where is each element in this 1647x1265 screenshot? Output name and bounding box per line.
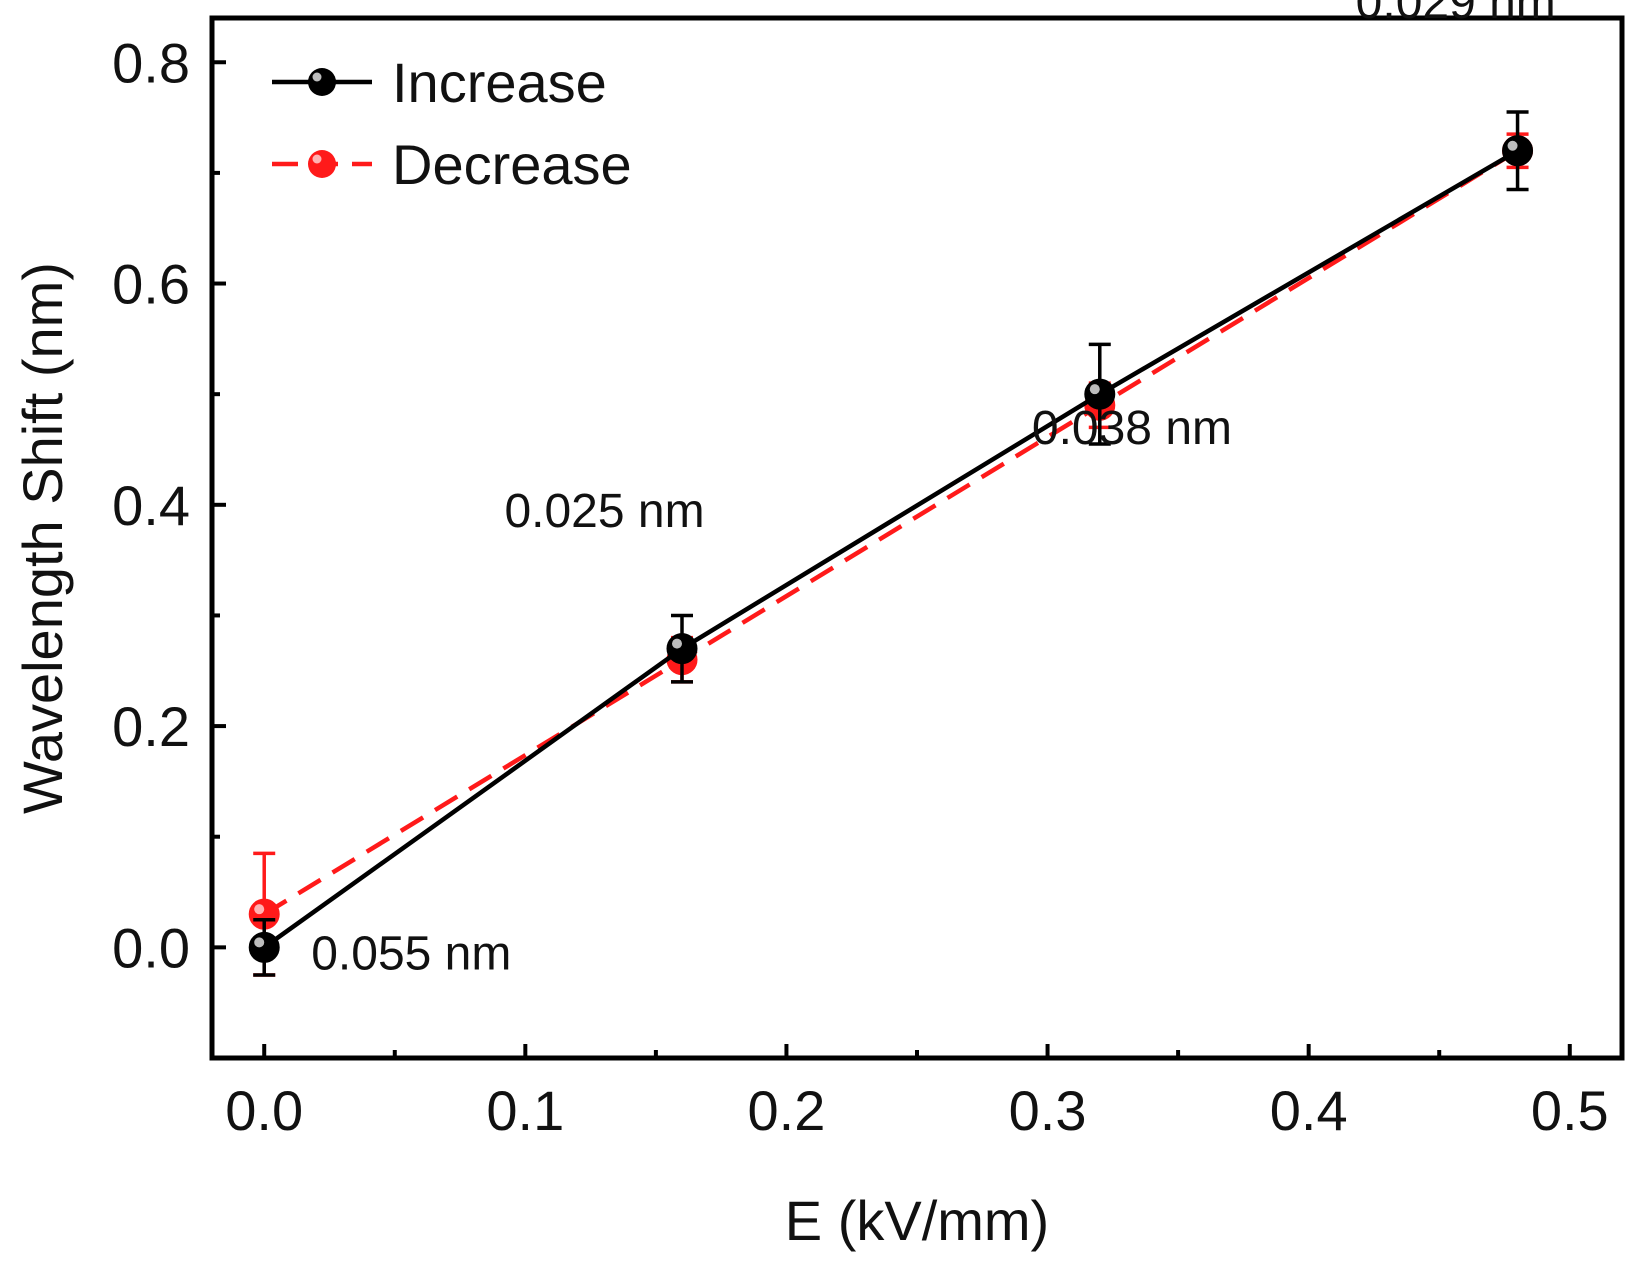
legend-marker-increase xyxy=(308,68,336,96)
series-line-decrease xyxy=(263,148,1519,917)
data-point-highlight xyxy=(1507,140,1518,151)
data-point-highlight xyxy=(672,638,682,649)
legend-label-increase: Increase xyxy=(392,51,607,114)
data-point-increase xyxy=(248,931,280,963)
annotation-label: 0.025 nm xyxy=(504,485,704,538)
series-increase xyxy=(248,110,1534,977)
annotation-layer: 0.055 nm 0.025 nm 0.038 nm 0.029 nm xyxy=(311,0,1556,980)
x-tick-label: 0.0 xyxy=(225,1079,303,1142)
data-point-highlight xyxy=(254,937,265,948)
legend-item-decrease: Decrease xyxy=(272,133,632,196)
x-tick-label: 0.3 xyxy=(1009,1079,1087,1142)
y-axis-label: Wavelength Shift (nm) xyxy=(11,262,74,814)
data-point-increase xyxy=(1502,135,1534,167)
data-point-highlight xyxy=(1089,384,1100,395)
annotation-label: 0.029 nm xyxy=(1356,0,1556,29)
legend-marker-decrease xyxy=(308,150,336,178)
series-decrease xyxy=(248,132,1534,977)
legend-label-decrease: Decrease xyxy=(392,133,632,196)
x-tick-label: 0.4 xyxy=(1270,1079,1348,1142)
y-tick-label: 0.4 xyxy=(112,474,190,537)
legend: Increase Decrease xyxy=(272,51,632,196)
data-point-increase xyxy=(666,633,698,665)
x-tick-label: 0.5 xyxy=(1531,1079,1609,1142)
data-point-highlight xyxy=(254,904,265,915)
legend-marker-highlight xyxy=(312,72,322,82)
x-axis-label: E (kV/mm) xyxy=(785,1189,1049,1252)
series-line-increase xyxy=(262,148,1519,950)
x-tick-label: 0.2 xyxy=(748,1079,826,1142)
y-tick-label: 0.0 xyxy=(112,916,190,979)
series-layer xyxy=(248,110,1534,977)
y-tick-label: 0.6 xyxy=(112,253,190,316)
legend-item-increase: Increase xyxy=(272,51,607,114)
y-axis-ticks: 0.0 0.2 0.4 0.6 0.8 xyxy=(112,31,226,1060)
annotation-label: 0.038 nm xyxy=(1032,402,1232,455)
x-tick-label: 0.1 xyxy=(486,1079,564,1142)
y-tick-label: 0.8 xyxy=(112,31,190,94)
annotation-label: 0.055 nm xyxy=(311,927,511,980)
x-axis-ticks: 0.0 0.1 0.2 0.3 0.4 0.5 xyxy=(225,1044,1609,1142)
legend-marker-highlight xyxy=(312,154,322,164)
y-tick-label: 0.2 xyxy=(112,695,190,758)
